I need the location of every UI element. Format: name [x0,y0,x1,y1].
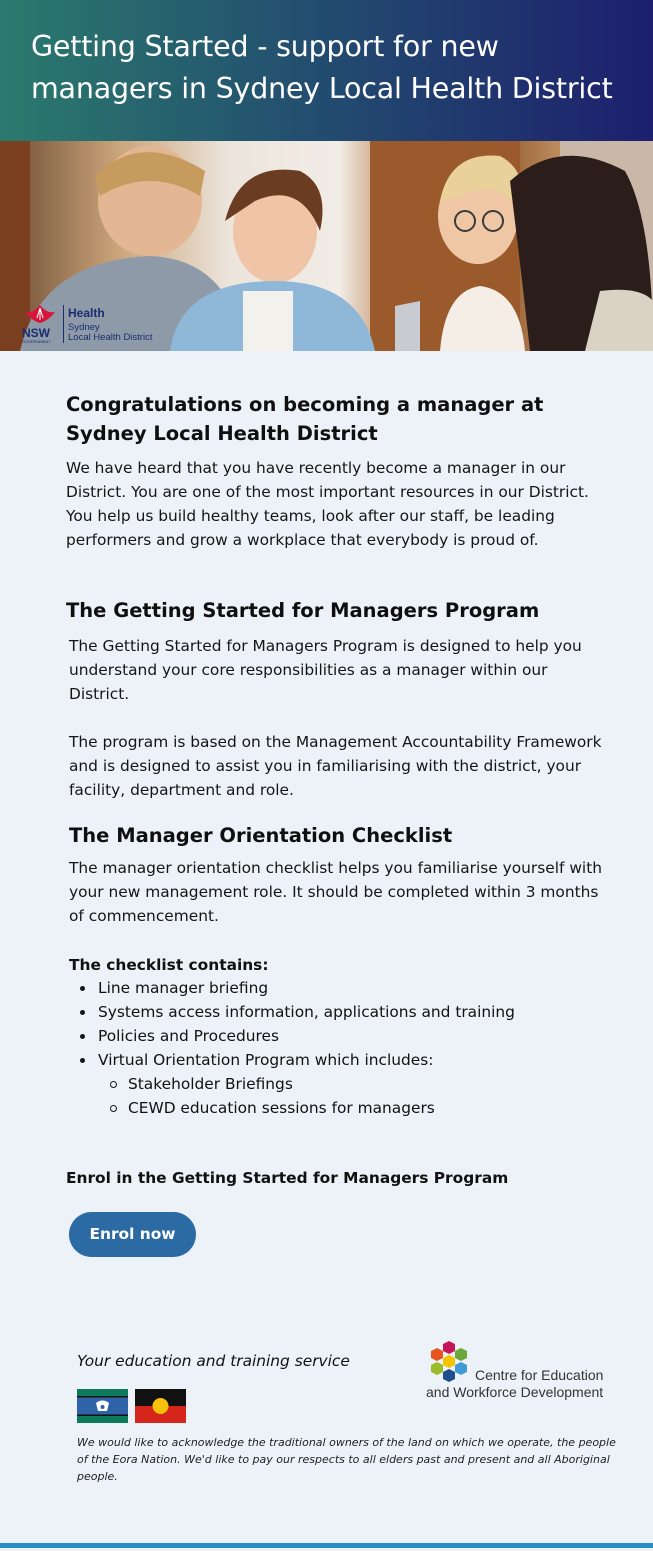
program-body-2: The program is based on the Management A… [69,733,602,799]
enrol-now-button[interactable]: Enrol now [69,1212,196,1257]
list-item: Policies and Procedures [69,1024,515,1048]
congrats-body: We have heard that you have recently bec… [66,459,589,549]
list-item: Line manager briefing [69,976,515,1000]
waratah-icon [25,305,55,323]
tagline: Your education and training service [77,1352,350,1370]
hero-photo [0,141,653,351]
checklist-sub-items: Stakeholder Briefings CEWD education ses… [99,1072,435,1120]
congrats-heading: Congratulations on becoming a manager at… [66,393,544,445]
page-title: Getting Started - support for new manage… [31,30,613,105]
list-item: Systems access information, applications… [69,1000,515,1024]
checklist-items: Line manager briefing Systems access inf… [69,976,515,1072]
nsw-health-logo: NSW GOVERNMENT Health Sydney Local Healt… [21,303,171,347]
program-body-1: The Getting Started for Managers Program… [69,637,582,703]
program-heading: The Getting Started for Managers Program [66,599,540,622]
list-item: Stakeholder Briefings [99,1072,435,1096]
list-item: Virtual Orientation Program which includ… [69,1048,515,1072]
cewd-logo: Centre for Education and Workforce Devel… [426,1340,626,1406]
torres-strait-islander-flag-icon [77,1389,128,1423]
checklist-list-title: The checklist contains: [69,956,269,974]
list-item: CEWD education sessions for managers [99,1096,435,1120]
aboriginal-flag-icon [135,1389,186,1423]
enrol-label: Enrol in the Getting Started for Manager… [66,1169,509,1187]
checklist-heading: The Manager Orientation Checklist [69,824,453,847]
hexagon-cluster-icon [431,1341,467,1382]
header-banner: Getting Started - support for new manage… [0,0,653,141]
acknowledgement-text: We would like to acknowledge the traditi… [77,1436,616,1483]
checklist-body: The manager orientation checklist helps … [69,859,602,925]
footer-divider [0,1543,653,1548]
